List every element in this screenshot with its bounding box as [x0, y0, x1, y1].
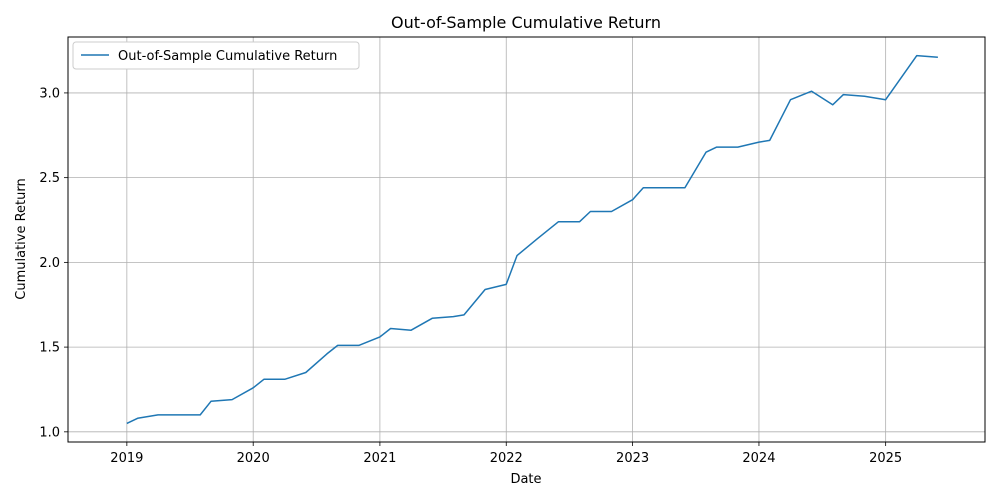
- data-point: [716, 146, 718, 148]
- x-tick-label: 2021: [363, 451, 396, 466]
- data-point: [516, 255, 518, 257]
- data-point: [916, 55, 918, 57]
- y-tick-label: 2.5: [39, 171, 60, 186]
- x-tick-label: 2022: [490, 451, 523, 466]
- data-point: [610, 211, 612, 213]
- legend: Out-of-Sample Cumulative Return: [72, 41, 360, 70]
- data-point: [937, 56, 939, 58]
- data-point: [263, 378, 265, 380]
- x-tick-label: 2024: [742, 451, 775, 466]
- data-point: [231, 399, 233, 401]
- data-point: [579, 221, 581, 223]
- data-point: [252, 387, 254, 389]
- series-layer: [126, 54, 939, 425]
- data-point: [210, 400, 212, 402]
- data-point: [842, 94, 844, 96]
- data-point: [410, 329, 412, 331]
- chart-title: Out-of-Sample Cumulative Return: [391, 13, 661, 32]
- data-point: [811, 90, 813, 92]
- legend-label: Out-of-Sample Cumulative Return: [118, 49, 337, 64]
- data-point: [484, 288, 486, 290]
- data-point: [536, 238, 538, 240]
- data-point: [337, 344, 339, 346]
- data-point: [789, 99, 791, 101]
- y-axis-title: Cumulative Return: [14, 178, 29, 299]
- data-point: [157, 414, 159, 416]
- data-point: [885, 99, 887, 101]
- data-point: [137, 417, 139, 419]
- data-point: [632, 199, 634, 201]
- data-point: [758, 141, 760, 143]
- data-point: [199, 414, 201, 416]
- data-point: [589, 211, 591, 213]
- plot-frame: [67, 36, 986, 443]
- y-tick-label: 1.5: [39, 341, 60, 356]
- data-point: [178, 414, 180, 416]
- data-point: [642, 187, 644, 189]
- data-point: [431, 317, 433, 319]
- series-line-0: [126, 54, 938, 425]
- data-point: [684, 187, 686, 189]
- x-tick-label: 2023: [616, 451, 649, 466]
- data-point: [463, 314, 465, 316]
- data-point: [705, 151, 707, 153]
- data-point: [558, 221, 560, 223]
- x-tick-label: 2020: [237, 451, 270, 466]
- x-axis: 2019 2020 2021 2022 2023 2024 2025: [110, 442, 902, 466]
- data-point: [284, 378, 286, 380]
- data-point: [126, 422, 128, 424]
- grid: [68, 37, 985, 442]
- data-point: [452, 316, 454, 318]
- data-point: [358, 344, 360, 346]
- legend-box: [72, 41, 360, 70]
- data-point: [737, 146, 739, 148]
- y-tick-label: 3.0: [39, 86, 60, 101]
- y-axis: 1.0 1.5 2.0 2.5 3.0: [39, 86, 68, 440]
- x-tick-label: 2019: [110, 451, 143, 466]
- data-point: [379, 336, 381, 338]
- y-tick-label: 2.0: [39, 256, 60, 271]
- data-point: [663, 187, 665, 189]
- y-tick-label: 1.0: [39, 425, 60, 440]
- data-point: [326, 353, 328, 355]
- data-point: [390, 327, 392, 329]
- x-axis-title: Date: [510, 472, 541, 487]
- x-tick-label: 2025: [869, 451, 902, 466]
- data-point: [832, 104, 834, 106]
- data-point: [864, 95, 866, 97]
- data-point: [505, 283, 507, 285]
- data-point: [769, 139, 771, 141]
- data-point: [305, 372, 307, 374]
